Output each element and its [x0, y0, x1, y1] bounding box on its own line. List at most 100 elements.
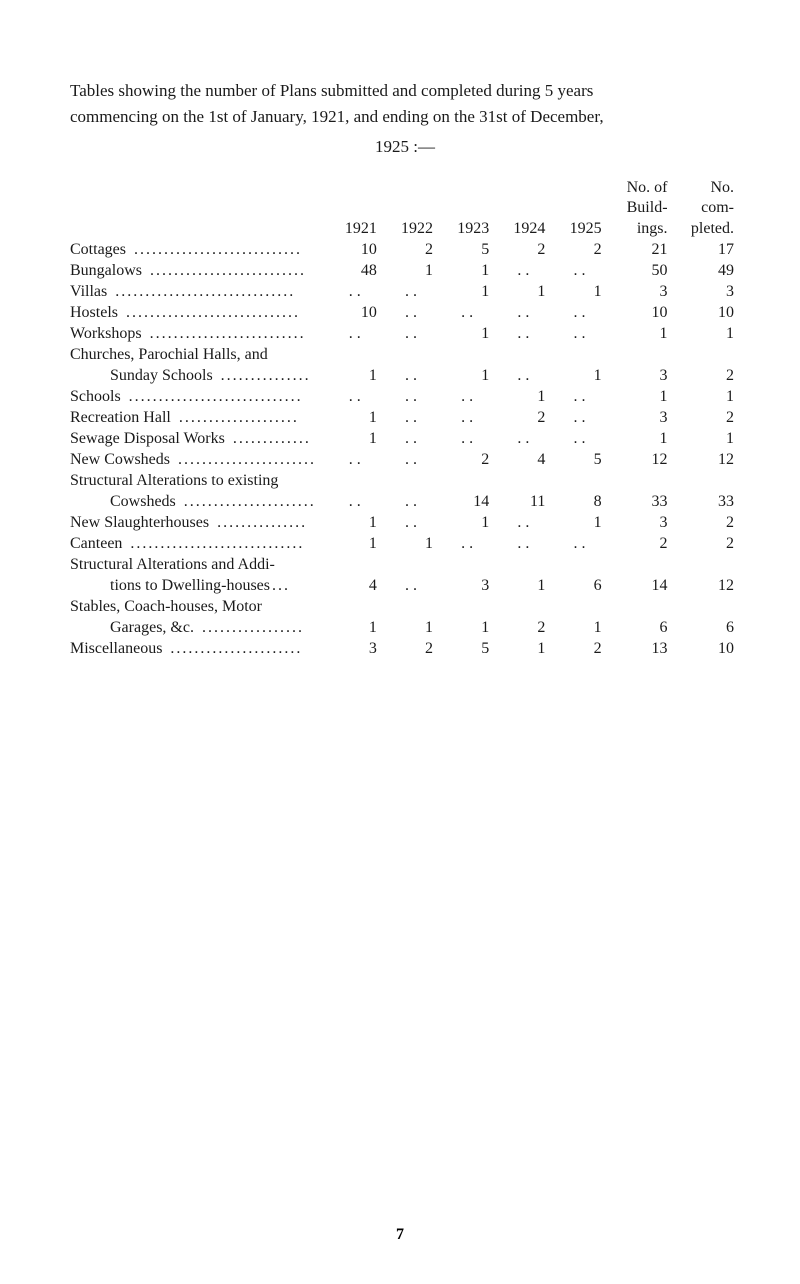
cell-value: 1 [383, 533, 439, 554]
cell-value: 1 [383, 617, 439, 638]
table-row: Recreation Hall ....................1. .… [70, 407, 740, 428]
table-row: Garages, &c. .................1112166 [70, 617, 740, 638]
header-row-years: 1921 1922 1923 1924 1925 ings. pleted. [70, 218, 740, 239]
cell-value: . . [439, 302, 495, 323]
header-1923: 1923 [439, 218, 495, 239]
cell-value: 6 [608, 617, 674, 638]
row-label: Churches, Parochial Halls, and [70, 344, 327, 365]
cell-value: . . [383, 407, 439, 428]
cell-value: 49 [674, 260, 740, 281]
cell-value: 3 [608, 407, 674, 428]
cell-value: 1 [495, 638, 551, 659]
cell-value: . . [495, 302, 551, 323]
cell-value [327, 596, 383, 617]
cell-value: 10 [608, 302, 674, 323]
table-row: Cowsheds ....................... .. .141… [70, 491, 740, 512]
cell-value: . . [495, 428, 551, 449]
row-label: Villas .............................. [70, 281, 327, 302]
cell-value: 21 [608, 239, 674, 260]
table-row: Structural Alterations and Addi- [70, 554, 740, 575]
cell-value [439, 554, 495, 575]
header-noof: No. of [608, 177, 674, 198]
cell-value [383, 344, 439, 365]
cell-value: 1 [551, 512, 607, 533]
table-row: Miscellaneous ......................3251… [70, 638, 740, 659]
cell-value: 5 [439, 638, 495, 659]
cell-value [551, 596, 607, 617]
cell-value: 10 [327, 302, 383, 323]
cell-value: 2 [551, 239, 607, 260]
table-row: Bungalows ..........................4811… [70, 260, 740, 281]
table-row: Workshops ........................... ..… [70, 323, 740, 344]
cell-value: 3 [608, 281, 674, 302]
cell-value: 33 [674, 491, 740, 512]
cell-value [495, 470, 551, 491]
cell-value: . . [439, 428, 495, 449]
header-com: com- [674, 198, 740, 219]
cell-value: 1 [439, 617, 495, 638]
cell-value: . . [383, 512, 439, 533]
cell-value: 1 [551, 617, 607, 638]
cell-value: . . [327, 491, 383, 512]
table-row: Sewage Disposal Works .............1. ..… [70, 428, 740, 449]
cell-value: 2 [383, 239, 439, 260]
cell-value: . . [383, 428, 439, 449]
cell-value: 5 [439, 239, 495, 260]
cell-value: . . [551, 260, 607, 281]
plans-table: No. of No. Build- com- 1921 1922 1923 19… [70, 177, 740, 659]
cell-value: 12 [674, 575, 740, 596]
header-row-top: No. of No. [70, 177, 740, 198]
cell-value: 2 [495, 239, 551, 260]
cell-value: 12 [674, 449, 740, 470]
header-1925: 1925 [551, 218, 607, 239]
cell-value: 33 [608, 491, 674, 512]
cell-value: . . [383, 386, 439, 407]
row-label: tions to Dwelling-houses... [70, 575, 327, 596]
cell-value: 3 [327, 638, 383, 659]
cell-value: 1 [383, 260, 439, 281]
cell-value: . . [551, 428, 607, 449]
row-label: Workshops .......................... [70, 323, 327, 344]
table-row: Villas ............................... .… [70, 281, 740, 302]
cell-value [608, 554, 674, 575]
cell-value [674, 596, 740, 617]
cell-value [674, 470, 740, 491]
cell-value: 2 [383, 638, 439, 659]
cell-value: 1 [327, 407, 383, 428]
cell-value: 3 [608, 512, 674, 533]
table-row: Canteen .............................11.… [70, 533, 740, 554]
cell-value [551, 344, 607, 365]
cell-value: . . [383, 323, 439, 344]
cell-value [495, 554, 551, 575]
cell-value: . . [327, 323, 383, 344]
cell-value: 1 [608, 386, 674, 407]
row-label: Recreation Hall .................... [70, 407, 327, 428]
cell-value: . . [383, 449, 439, 470]
row-label: Miscellaneous ...................... [70, 638, 327, 659]
cell-value: 2 [551, 638, 607, 659]
cell-value: . . [551, 323, 607, 344]
row-label: Structural Alterations and Addi- [70, 554, 327, 575]
cell-value: 1 [674, 323, 740, 344]
cell-value: 6 [674, 617, 740, 638]
cell-value: 1 [439, 365, 495, 386]
page-content: Tables showing the number of Plans submi… [0, 0, 800, 659]
row-label: Stables, Coach-houses, Motor [70, 596, 327, 617]
cell-value: 48 [327, 260, 383, 281]
cell-value: 3 [608, 365, 674, 386]
cell-value [327, 470, 383, 491]
cell-value: . . [383, 302, 439, 323]
header-build: Build- [608, 198, 674, 219]
cell-value [439, 344, 495, 365]
cell-value: . . [439, 407, 495, 428]
cell-value: . . [383, 365, 439, 386]
cell-value: 1 [327, 533, 383, 554]
cell-value: 1 [327, 617, 383, 638]
cell-value: . . [551, 533, 607, 554]
row-label: Sunday Schools ............... [70, 365, 327, 386]
cell-value: 10 [674, 302, 740, 323]
cell-value: 1 [495, 575, 551, 596]
cell-value [495, 344, 551, 365]
cell-value [551, 470, 607, 491]
cell-value: 1 [608, 323, 674, 344]
